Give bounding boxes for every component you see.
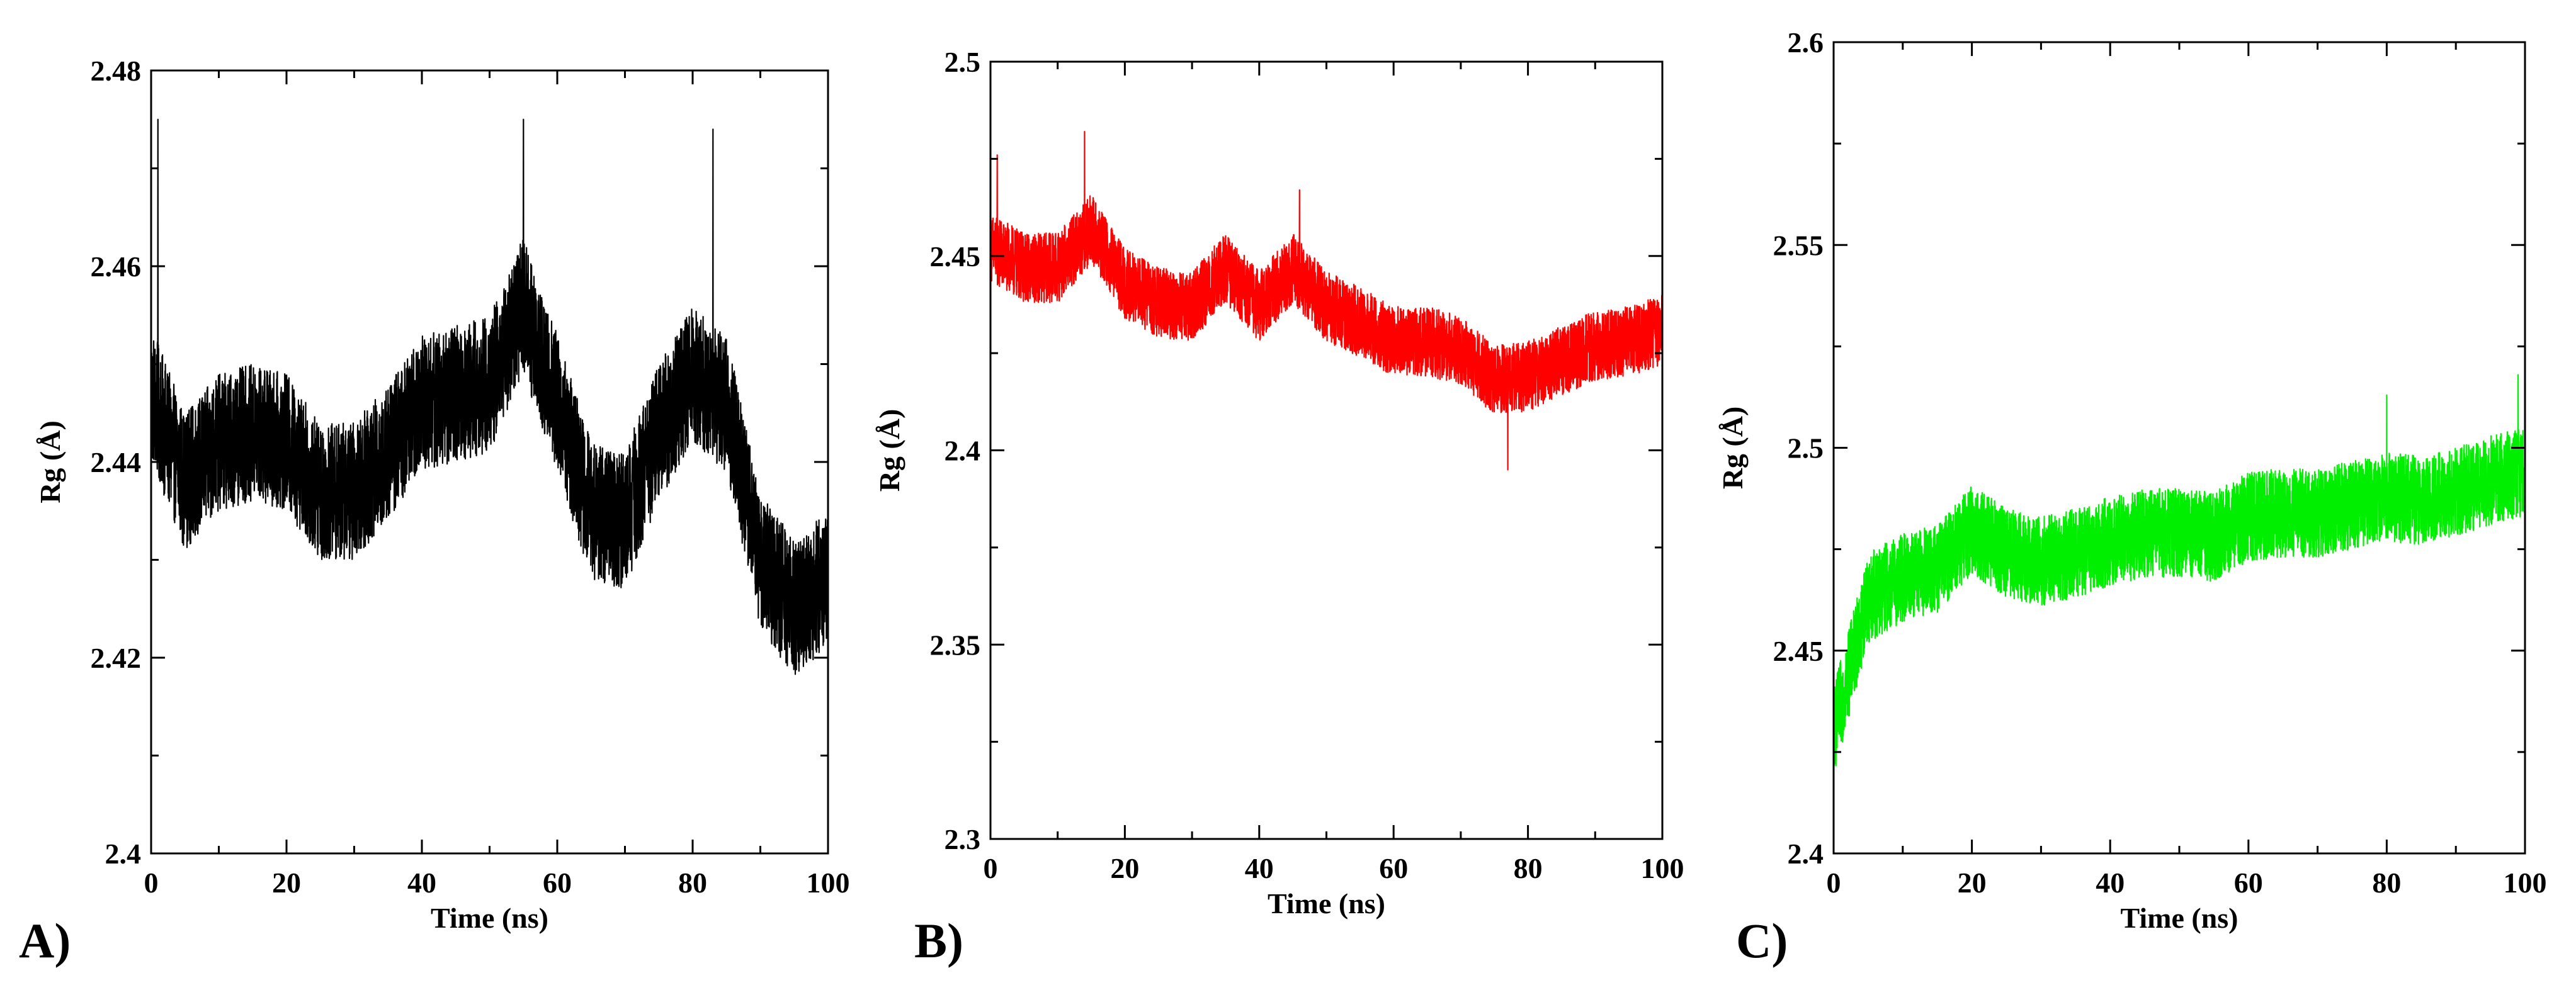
y-axis-label: Rg (Å) — [1716, 407, 1749, 490]
x-axis-label: Time (ns) — [431, 902, 548, 934]
rg-series-line — [1834, 374, 2525, 767]
y-tick-label: 2.48 — [91, 55, 142, 87]
x-tick-label: 20 — [1110, 852, 1139, 884]
y-tick-label: 2.3 — [945, 823, 981, 855]
x-tick-label: 40 — [1245, 852, 1274, 884]
plot-frame — [989, 60, 1664, 840]
x-tick-label: 60 — [543, 867, 572, 899]
x-tick-label: 60 — [1379, 852, 1408, 884]
y-axis-label: Rg (Å) — [34, 420, 66, 503]
panel-label-a: A) — [19, 913, 71, 968]
panel-label-b: B) — [914, 913, 963, 968]
y-tick-label: 2.46 — [91, 250, 142, 283]
x-tick-label: 20 — [1958, 867, 1987, 899]
y-tick-label: 2.4 — [945, 435, 981, 467]
x-tick-label: 100 — [2504, 867, 2547, 899]
y-tick-label: 2.4 — [105, 838, 142, 870]
panel-label-c: C) — [1736, 913, 1788, 968]
y-tick-label: 2.5 — [945, 46, 981, 78]
y-tick-label: 2.45 — [930, 240, 981, 273]
chart-panel-c: 0 20 40 60 80 100 2.4 2.45 2.5 2.55 2.6 Time (ns) Rg… — [1716, 26, 2547, 934]
y-tick-label: 2.55 — [1773, 229, 1824, 261]
y-tick-label: 2.4 — [1788, 838, 1824, 870]
x-tick-label: 100 — [1641, 852, 1684, 884]
rg-series-line — [151, 118, 828, 675]
x-axis-label: Time (ns) — [2121, 902, 2238, 934]
x-tick-label: 0 — [144, 867, 159, 899]
x-tick-label: 20 — [272, 867, 301, 899]
x-tick-label: 100 — [807, 867, 850, 899]
x-tick-label: 80 — [678, 867, 707, 899]
y-tick-label: 2.42 — [91, 642, 142, 674]
x-tick-label: 40 — [407, 867, 436, 899]
x-tick-label: 60 — [2234, 867, 2263, 899]
chart-panel-b: 0 20 40 60 80 100 2.3 2.35 2.4 2.45 2.5 Time (ns) Rg… — [873, 46, 1684, 920]
y-tick-label: 2.5 — [1788, 432, 1824, 464]
y-tick-label: 2.35 — [930, 629, 981, 661]
y-tick-label: 2.6 — [1788, 26, 1824, 59]
y-tick-label: 2.45 — [1773, 635, 1824, 667]
x-tick-label: 80 — [1514, 852, 1543, 884]
y-axis-label: Rg (Å) — [873, 409, 905, 492]
chart-panel-a: 0 20 40 60 80 100 2.4 2.42 2.44 2.46 2.48 Time (ns)… — [34, 55, 850, 934]
x-axis-label: Time (ns) — [1268, 887, 1385, 920]
x-tick-label: 0 — [984, 852, 998, 884]
y-tick-label: 2.44 — [91, 446, 142, 478]
x-tick-label: 0 — [1827, 867, 1841, 899]
x-tick-label: 80 — [2372, 867, 2401, 899]
rg-series-line — [990, 131, 1662, 471]
x-tick-label: 40 — [2096, 867, 2125, 899]
plot-frame — [1832, 41, 2526, 855]
